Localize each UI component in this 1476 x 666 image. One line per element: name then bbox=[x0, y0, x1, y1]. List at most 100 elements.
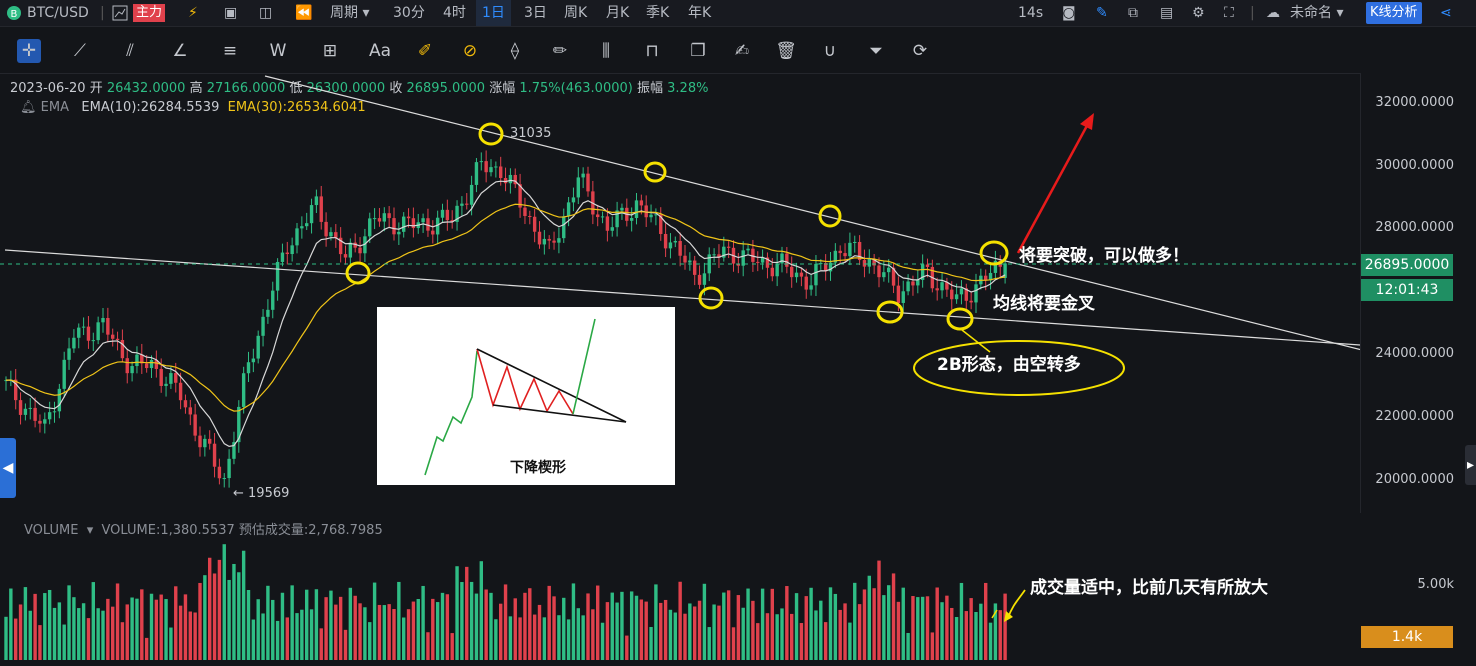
volume-bar bbox=[348, 587, 353, 660]
interval-3d[interactable]: 3日 bbox=[524, 5, 547, 21]
volume-bar bbox=[814, 610, 818, 660]
volume-bar bbox=[271, 599, 275, 660]
layout-icon[interactable]: ◫ bbox=[259, 5, 273, 21]
wave-icon[interactable]: W bbox=[269, 41, 287, 61]
horizontal-lines-icon[interactable]: ≡ bbox=[222, 41, 238, 61]
ema30-line bbox=[5, 203, 1006, 412]
candle-body bbox=[484, 161, 488, 173]
candle-body bbox=[586, 173, 590, 192]
ema-legend: 🔔︎ EMA EMA(10):26284.5539 EMA(30):26534.… bbox=[20, 100, 366, 115]
volume-bar bbox=[591, 609, 595, 660]
candle-body bbox=[499, 166, 503, 179]
trash-icon[interactable]: 🗑 bbox=[775, 41, 797, 61]
candle-body bbox=[271, 290, 275, 310]
main-force-badge[interactable]: 主力 bbox=[133, 4, 166, 22]
calendar-icon[interactable]: ▣ bbox=[224, 5, 238, 21]
cloud-icon[interactable]: ☁ bbox=[1266, 5, 1280, 21]
interval-year[interactable]: 年K bbox=[688, 5, 712, 21]
volume-bar bbox=[828, 587, 833, 660]
volume-indicator-name[interactable]: VOLUME bbox=[24, 523, 79, 538]
volume-bar bbox=[523, 592, 527, 660]
lightning-icon[interactable]: ⚡ bbox=[188, 5, 198, 21]
volume-bar bbox=[358, 603, 362, 660]
crosshair-icon[interactable]: ✛ bbox=[17, 39, 41, 63]
edit-icon[interactable]: ✍ bbox=[734, 41, 750, 61]
candle-body bbox=[809, 285, 813, 290]
parallel-channel-icon[interactable]: ⫽ bbox=[126, 41, 134, 61]
candle-body bbox=[969, 300, 973, 303]
candle-body bbox=[896, 285, 901, 303]
candle-body bbox=[343, 254, 348, 258]
volume-bar bbox=[804, 596, 808, 660]
camera-icon[interactable]: ◙ bbox=[1062, 5, 1076, 21]
candle-body bbox=[765, 257, 770, 268]
volume-chart[interactable] bbox=[0, 540, 1360, 660]
brush-icon[interactable]: ✏ bbox=[552, 41, 568, 61]
volume-bar bbox=[610, 592, 614, 660]
period-dropdown[interactable]: 周期 ▾ bbox=[330, 5, 370, 21]
candle-body bbox=[935, 288, 939, 291]
interval-4h[interactable]: 4时 bbox=[443, 5, 466, 21]
candle-body bbox=[426, 218, 430, 231]
magnet-icon[interactable]: ∪ bbox=[823, 41, 837, 61]
image-icon[interactable]: ▤ bbox=[1160, 5, 1174, 21]
lock-icon[interactable]: ⊓ bbox=[645, 41, 659, 61]
candle-body bbox=[528, 215, 532, 217]
interval-30m[interactable]: 30分 bbox=[393, 5, 425, 21]
candle-body bbox=[338, 237, 343, 255]
measure-icon[interactable]: ⟠ bbox=[510, 41, 520, 61]
candle-body bbox=[518, 184, 522, 208]
settings-icon[interactable]: ⚙ bbox=[1192, 5, 1205, 21]
rewind-icon[interactable]: ⏪ bbox=[295, 5, 313, 21]
rectangle-icon[interactable]: ⊞ bbox=[322, 41, 338, 61]
text-icon[interactable]: Aa bbox=[368, 41, 392, 61]
chevron-down-icon[interactable]: ▾ bbox=[82, 523, 98, 538]
candle-tool-icon[interactable]: ⫼ bbox=[602, 41, 610, 61]
price-chart[interactable]: 31035 ← 19569 bbox=[0, 73, 1360, 513]
candle-body bbox=[945, 282, 949, 290]
volume-bar bbox=[169, 627, 173, 660]
fib-icon[interactable]: ⊘ bbox=[462, 41, 478, 61]
volume-bar bbox=[57, 602, 62, 660]
chart-type-icon[interactable] bbox=[112, 0, 128, 26]
angle-icon[interactable]: ∠ bbox=[172, 41, 188, 61]
volume-bar bbox=[52, 607, 57, 660]
volume-bar bbox=[329, 590, 333, 660]
volume-bar bbox=[440, 592, 445, 660]
candle-body bbox=[988, 272, 993, 281]
interval-quarter[interactable]: 季K bbox=[646, 5, 670, 21]
volume-bar bbox=[406, 609, 411, 660]
pen-icon[interactable]: ✎ bbox=[1096, 5, 1108, 21]
volume-bar bbox=[586, 593, 590, 660]
interval-week[interactable]: 周K bbox=[564, 5, 588, 21]
volume-note: 成交量适中，比前几天有所放大 bbox=[1030, 578, 1268, 598]
left-collapse-button[interactable]: ◀ bbox=[0, 438, 16, 498]
filter-icon[interactable]: ⏷ bbox=[869, 41, 883, 61]
ruler-icon[interactable]: ✐ bbox=[417, 41, 433, 61]
copy-icon[interactable]: ❐ bbox=[690, 41, 706, 61]
kline-analysis-button[interactable]: K线分析 bbox=[1366, 2, 1422, 24]
candle-body bbox=[581, 173, 585, 178]
volume-bar bbox=[882, 595, 886, 660]
interval-month[interactable]: 月K bbox=[606, 5, 630, 21]
fullscreen-icon[interactable]: ⛶ bbox=[1224, 5, 1234, 21]
bell-icon[interactable]: 🔔︎ bbox=[20, 100, 37, 115]
interval-1d[interactable]: 1日 bbox=[476, 0, 511, 26]
volume-bar bbox=[309, 609, 314, 660]
volume-bar bbox=[969, 598, 973, 660]
volume-bar bbox=[683, 613, 687, 660]
ema-indicator-name[interactable]: EMA bbox=[40, 100, 69, 115]
volume-bar bbox=[319, 628, 323, 660]
volume-bar bbox=[600, 622, 605, 660]
symbol-selector[interactable]: BTC/USD bbox=[27, 5, 89, 21]
share-icon[interactable]: ⋖ bbox=[1440, 5, 1452, 21]
popout-icon[interactable]: ⧉ bbox=[1128, 5, 1138, 21]
trend-line-icon[interactable]: ⟋ bbox=[74, 41, 86, 61]
layout-name-dropdown[interactable]: 未命名 ▾ bbox=[1290, 5, 1344, 21]
candle-body bbox=[838, 250, 842, 254]
sync-icon[interactable]: ⟳ bbox=[912, 41, 928, 61]
volume-bar bbox=[33, 593, 37, 660]
right-collapse-button[interactable]: ▸ bbox=[1465, 445, 1476, 485]
volume-bar bbox=[353, 595, 357, 660]
volume-bar bbox=[954, 617, 959, 660]
